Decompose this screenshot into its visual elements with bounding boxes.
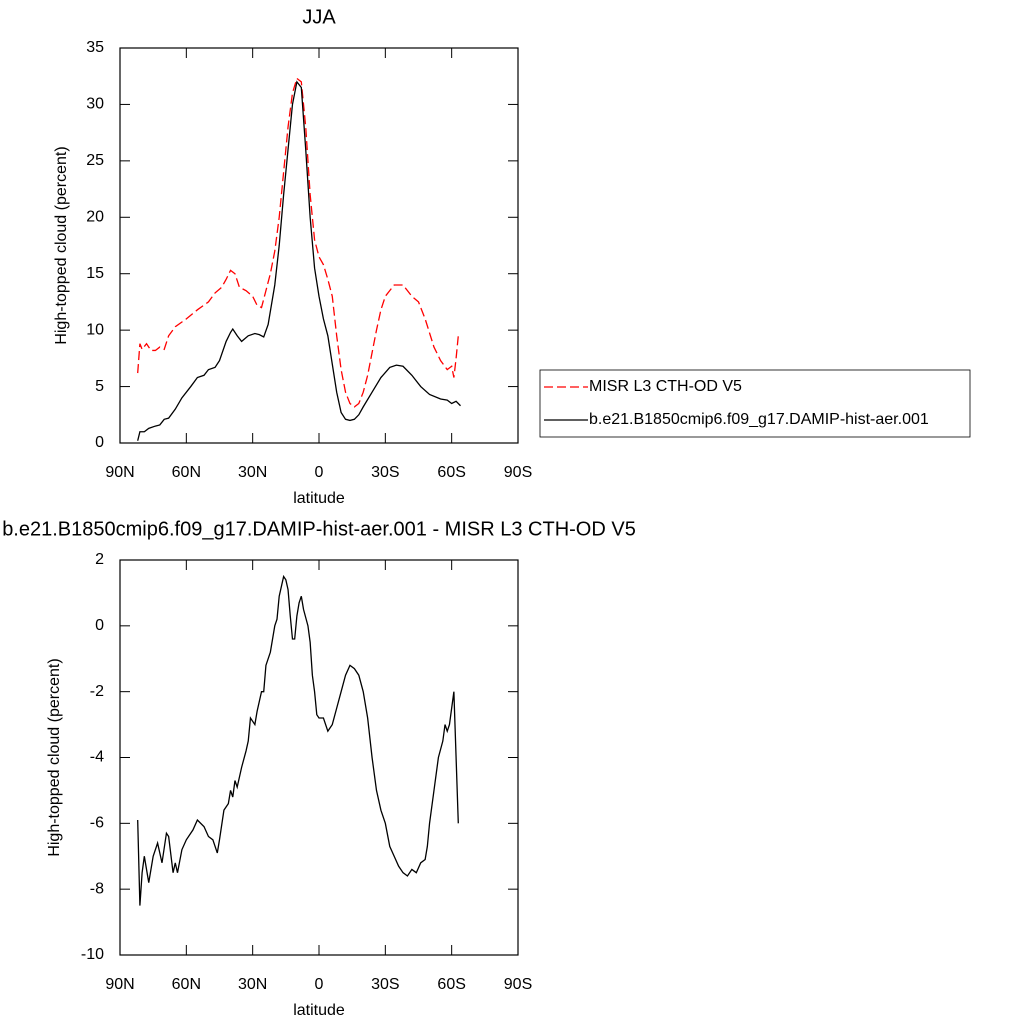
- x-tick-label: 0: [315, 464, 324, 481]
- x-tick-label: 60S: [437, 976, 465, 993]
- y-tick-label: 10: [86, 321, 104, 338]
- y-tick-label: 30: [86, 96, 104, 113]
- x-axis-label: latitude: [293, 490, 345, 507]
- y-tick-label: -4: [90, 749, 104, 766]
- x-tick-label: 90N: [105, 464, 134, 481]
- y-axis-label: High-topped cloud (percent): [46, 658, 63, 856]
- y-tick-label: -6: [90, 815, 104, 832]
- data-line: [137, 77, 459, 408]
- y-tick-label: 0: [95, 434, 104, 451]
- plot-frame: [119, 47, 519, 444]
- x-tick-label: 90S: [504, 976, 532, 993]
- x-tick-label: 90N: [105, 976, 134, 993]
- y-tick-label: -8: [90, 880, 104, 897]
- legend-box: [539, 369, 971, 438]
- chart-title: b.e21.B1850cmip6.f09_g17.DAMIP-hist-aer.…: [2, 518, 636, 540]
- x-tick-label: 30S: [371, 464, 399, 481]
- data-line: [137, 80, 461, 441]
- y-tick-label: 5: [95, 378, 104, 395]
- y-axis-label: High-topped cloud (percent): [53, 146, 70, 344]
- plot-frame: [119, 559, 519, 956]
- y-tick-label: -2: [90, 683, 104, 700]
- y-tick-label: 25: [86, 152, 104, 169]
- x-tick-label: 0: [315, 976, 324, 993]
- x-tick-label: 60N: [172, 464, 201, 481]
- legend-label: MISR L3 CTH-OD V5: [589, 378, 742, 395]
- y-tick-label: 35: [86, 39, 104, 56]
- y-tick-label: 20: [86, 209, 104, 226]
- y-tick-label: 2: [95, 551, 104, 568]
- x-axis-label: latitude: [293, 1002, 345, 1019]
- x-tick-label: 30N: [238, 976, 267, 993]
- x-tick-label: 30N: [238, 464, 267, 481]
- chart-title: JJA: [302, 6, 336, 28]
- legend-label: b.e21.B1850cmip6.f09_g17.DAMIP-hist-aer.…: [589, 411, 929, 428]
- x-tick-label: 60N: [172, 976, 201, 993]
- x-tick-label: 60S: [437, 464, 465, 481]
- y-tick-label: 15: [86, 265, 104, 282]
- y-tick-label: -10: [81, 946, 104, 963]
- x-tick-label: 90S: [504, 464, 532, 481]
- data-line: [137, 574, 459, 906]
- y-tick-label: 0: [95, 617, 104, 634]
- x-tick-label: 30S: [371, 976, 399, 993]
